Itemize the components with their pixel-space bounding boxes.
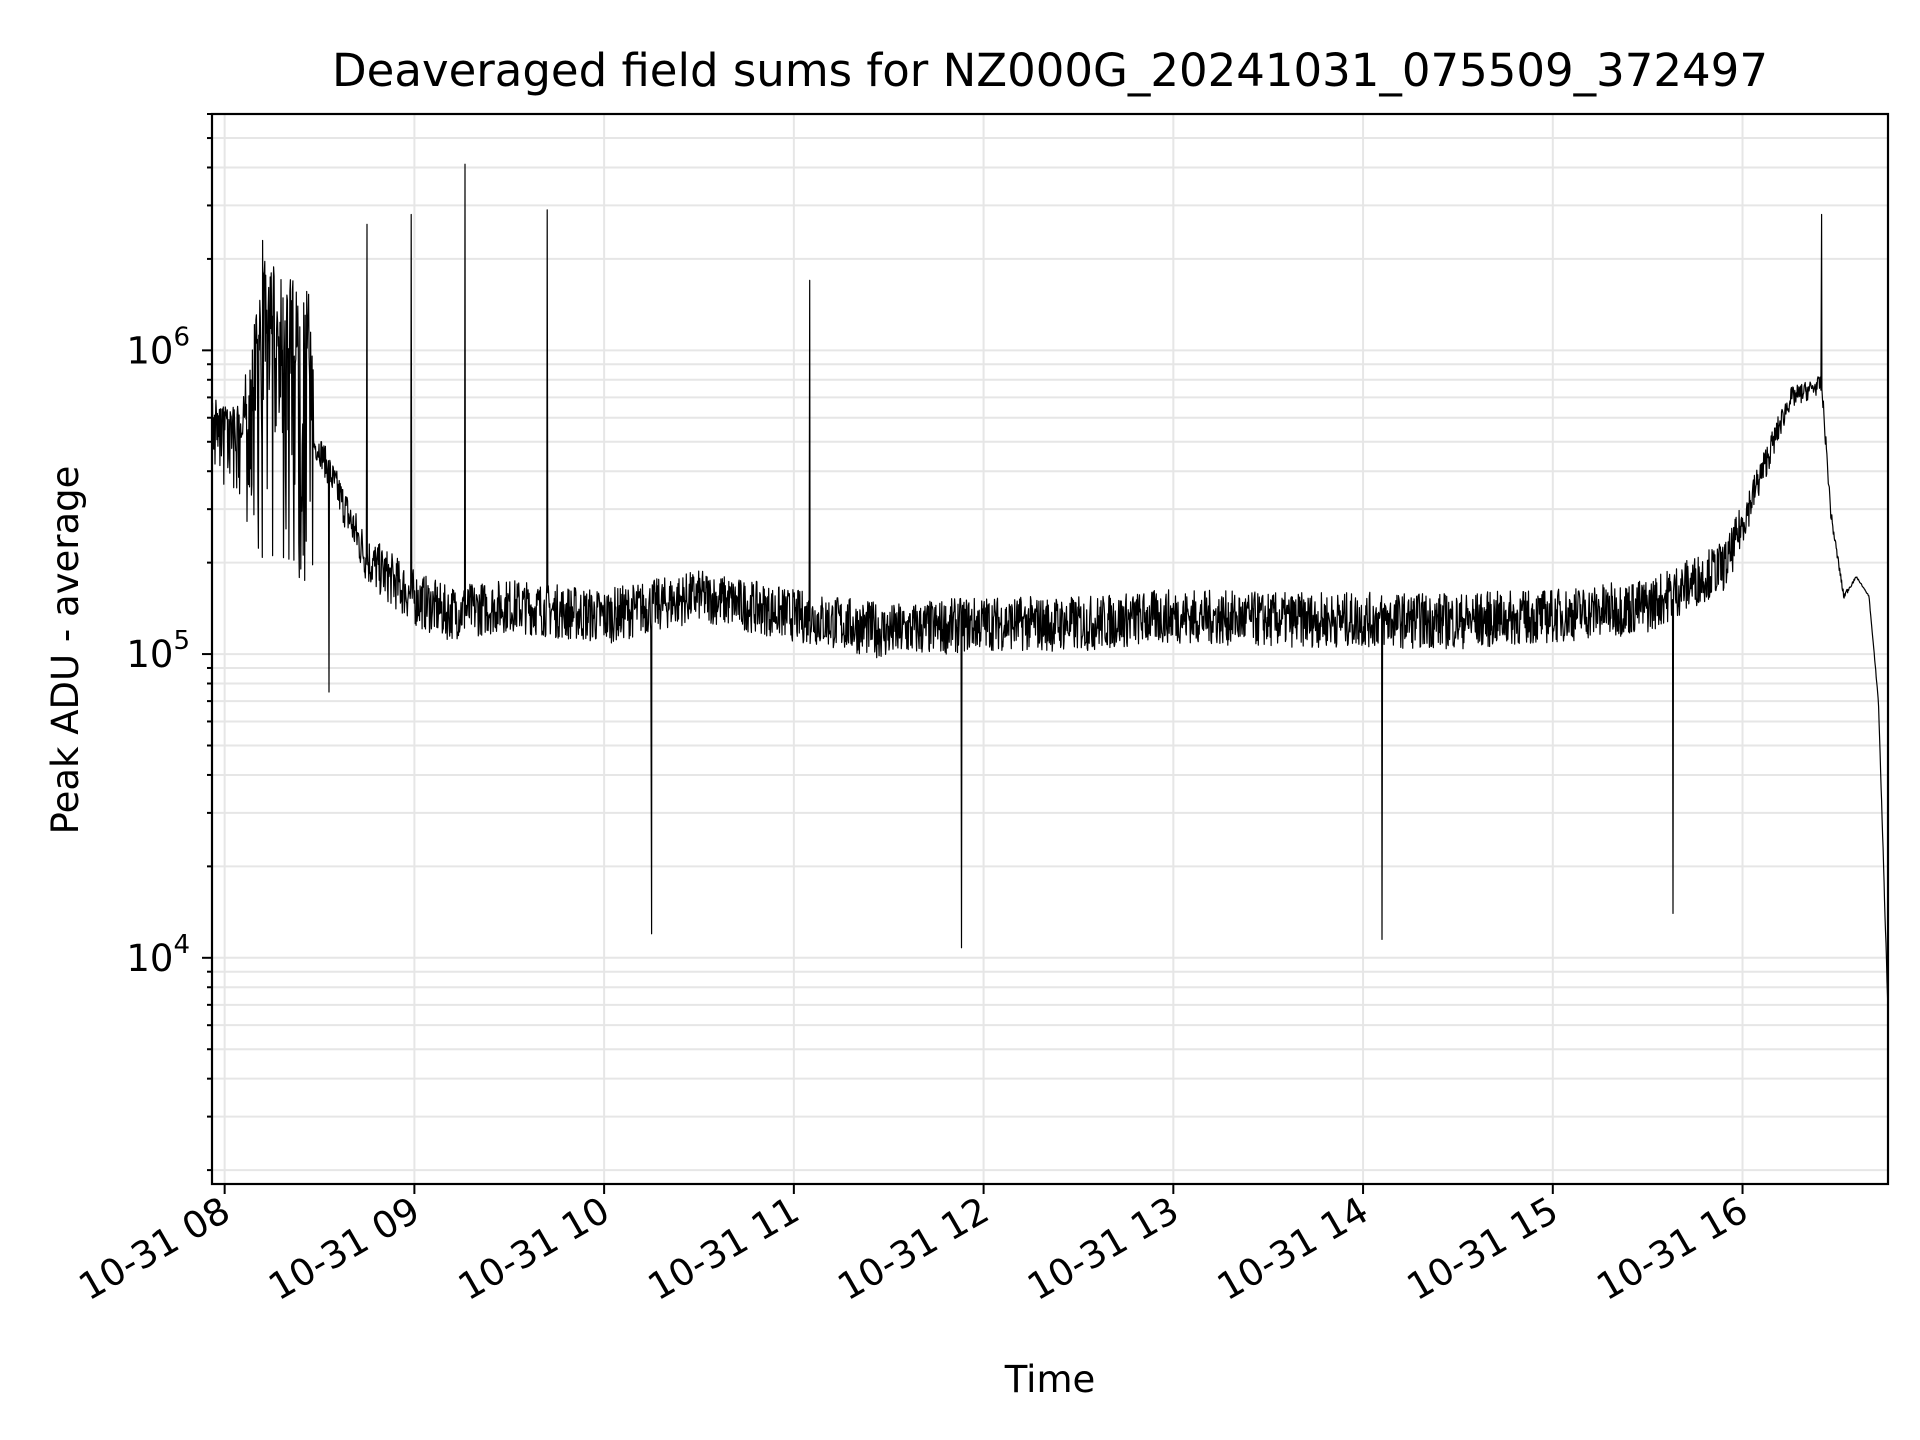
y-tick-base: 10	[126, 329, 173, 372]
chart-title: Deaveraged field sums for NZ000G_2024103…	[332, 44, 1768, 97]
y-tick-exponent: 6	[173, 322, 190, 352]
y-tick-label: 104	[126, 930, 190, 980]
series-path	[211, 163, 1889, 1012]
y-tick-base: 10	[126, 937, 173, 980]
plot-frame	[210, 112, 1890, 1186]
y-tick-exponent: 4	[173, 930, 190, 960]
series-line	[211, 163, 1889, 1012]
y-tick-exponent: 5	[173, 626, 190, 656]
grid	[212, 113, 1888, 1184]
y-tick-base: 10	[126, 633, 173, 676]
x-axis-label: Time	[1004, 1358, 1096, 1401]
y-tick-label: 106	[126, 322, 190, 372]
y-axis-label: Peak ADU - average	[44, 466, 87, 835]
y-tick-label: 105	[126, 626, 190, 676]
